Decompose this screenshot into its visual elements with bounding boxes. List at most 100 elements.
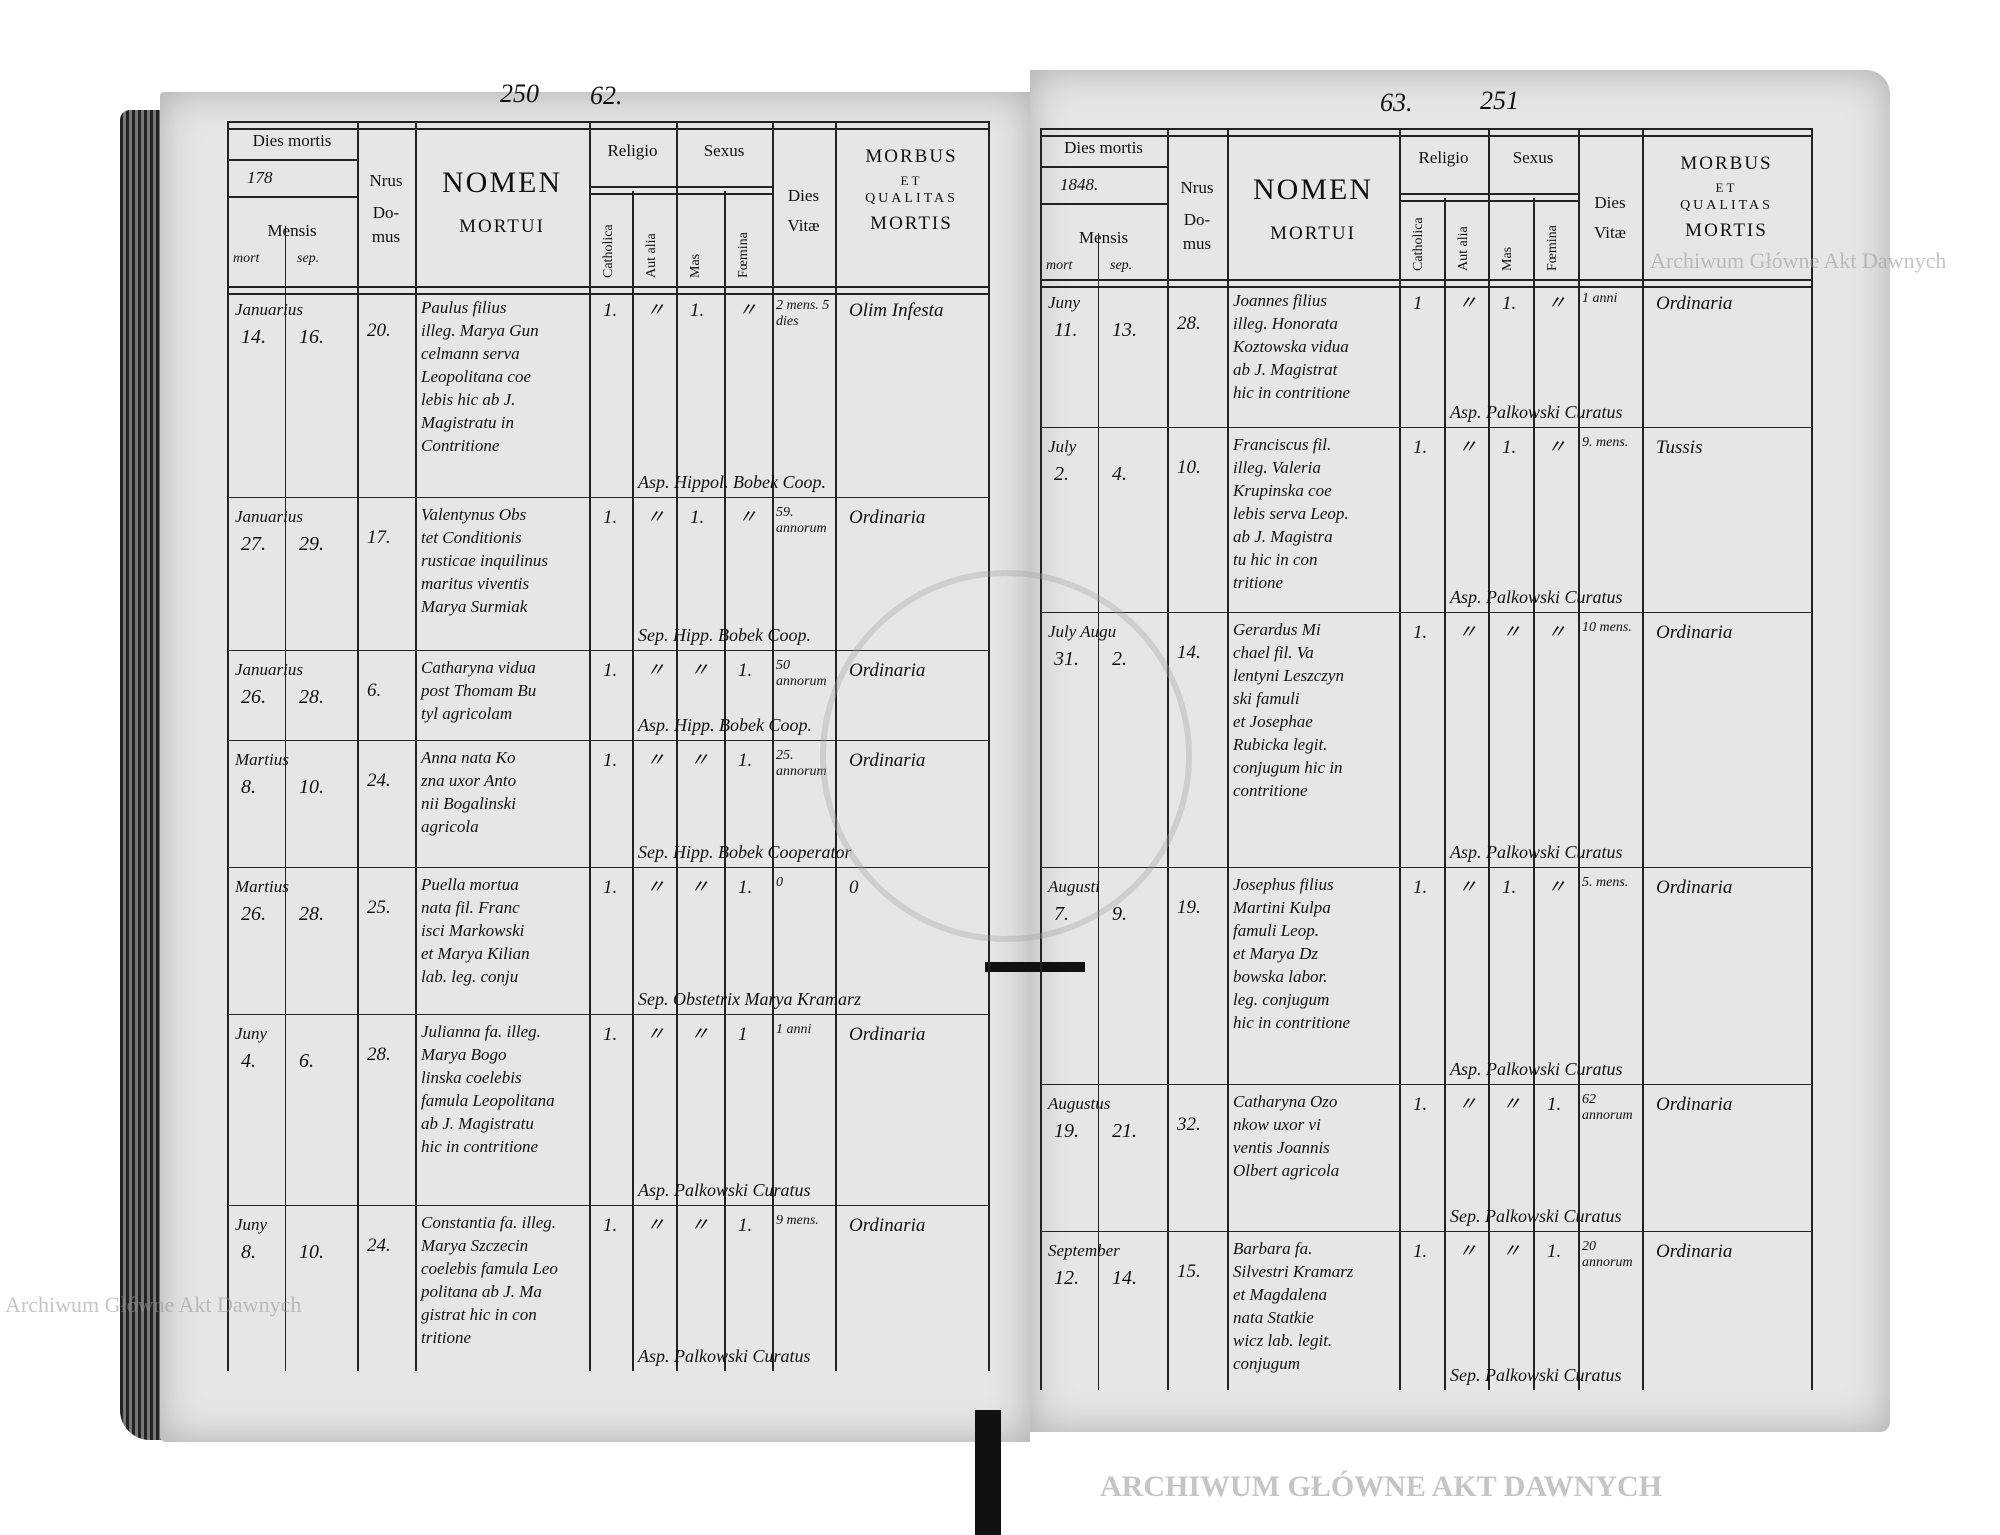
entry-name-line: rusticae inquilinus — [421, 551, 549, 570]
entry-age: 25. annorum — [776, 748, 827, 779]
entry-cause-of-death: Ordinaria — [849, 1024, 926, 1045]
entry-name-line: Krupinska coe — [1233, 481, 1332, 500]
entry-foemina: 〃 — [1547, 622, 1567, 643]
header-religio: Religio — [607, 141, 658, 160]
entry-month: July — [1048, 437, 1077, 456]
header-morbus: MORBUS — [865, 146, 958, 167]
entry-signature: Sep. Hipp. Bobek Cooperator — [638, 842, 852, 862]
entry-month: Juny — [1048, 293, 1081, 312]
entry-age: 9 mens. — [776, 1213, 819, 1228]
entry-name-line: nata fil. Franc — [421, 898, 520, 917]
entry-mas: 〃 — [1502, 622, 1522, 643]
entry-name-line: leg. conjugum — [1233, 990, 1330, 1009]
entry-name-line: Marya Szczecin — [421, 1236, 529, 1255]
entry-mas: 〃 — [690, 660, 710, 681]
entry-foemina: 1. — [1547, 1094, 1562, 1115]
entry-name-line: contritione — [1233, 781, 1308, 800]
entry-day-of-death: 27. — [241, 533, 266, 555]
entry-age: 0 — [776, 875, 783, 890]
folio-number: 63. — [1380, 88, 1413, 117]
book-spine — [975, 1410, 1001, 1535]
row-divider — [227, 497, 988, 498]
entry-name-line: zna uxor Anto — [421, 771, 517, 790]
entry-name-line: Julianna fa. illeg. — [421, 1022, 541, 1041]
entry-day-of-death: 12. — [1054, 1267, 1079, 1289]
entry-day-of-burial: 21. — [1112, 1120, 1137, 1142]
header-sexus: Sexus — [703, 141, 745, 160]
entry-aut-alia: 〃 — [646, 1024, 666, 1045]
entry-day-of-burial: 10. — [299, 1241, 324, 1263]
entry-name-line: isci Markowski — [421, 921, 525, 940]
entry-mas: 1. — [1502, 437, 1517, 458]
column-divider — [415, 121, 417, 1371]
entry-name-line: illeg. Honorata — [1233, 314, 1338, 333]
header-religio: Religio — [1418, 148, 1469, 167]
entry-aut-alia: 〃 — [646, 660, 666, 681]
column-divider — [724, 191, 726, 1371]
entry-day-of-death: 26. — [241, 686, 266, 708]
entry-signature: Asp. Palkowski Curatus — [1450, 402, 1623, 422]
header-rule — [589, 186, 772, 195]
entry-age: 20 annorum — [1582, 1239, 1633, 1270]
entry-aut-alia: 〃 — [646, 750, 666, 771]
header-dies-mortis: Dies mortis — [1064, 138, 1143, 157]
column-divider — [227, 121, 229, 1371]
entry-signature: Asp. Hippol. Bobek Coop. — [638, 472, 826, 492]
entry-day-of-burial: 6. — [299, 1050, 314, 1072]
entry-aut-alia: 〃 — [646, 507, 666, 528]
entry-mas: 〃 — [690, 1215, 710, 1236]
entry-house-number: 10. — [1177, 457, 1201, 478]
row-divider — [1040, 1084, 1811, 1085]
column-divider — [589, 121, 591, 1371]
entry-mas: 〃 — [690, 1024, 710, 1045]
archive-stamp — [820, 570, 1192, 942]
entry-signature: Sep. Obstetrix Marya Kramarz — [638, 989, 861, 1009]
entry-name-line: et Josephae — [1233, 712, 1313, 731]
entry-day-of-death: 4. — [241, 1050, 256, 1072]
row-divider — [1040, 612, 1811, 613]
header-aut-alia: Aut alia — [644, 233, 659, 278]
column-divider — [1642, 128, 1644, 1390]
header-nrus: Nrus — [1180, 178, 1214, 197]
entry-mas: 1. — [690, 507, 705, 528]
header-rule — [1040, 203, 1167, 205]
entry-foemina: 1. — [1547, 1241, 1562, 1262]
entry-aut-alia: 〃 — [1458, 622, 1478, 643]
watermark-top-right: Archiwum Główne Akt Dawnych — [1650, 248, 1947, 273]
entry-day-of-death: 19. — [1054, 1120, 1079, 1142]
header-mortui: MORTUI — [459, 216, 545, 237]
entry-aut-alia: 〃 — [1458, 1241, 1478, 1262]
entry-name-line: famula Leopolitana — [421, 1091, 555, 1110]
entry-signature: Asp. Palkowski Curatus — [1450, 1059, 1623, 1079]
watermark-bottom-left: Archiwum Główne Akt Dawnych — [5, 1292, 302, 1317]
row-divider — [1040, 867, 1811, 868]
entry-day-of-burial: 16. — [299, 326, 324, 348]
header-mas: Mas — [1500, 246, 1515, 271]
entry-day-of-death: 14. — [241, 326, 266, 348]
entry-age: 5. mens. — [1582, 875, 1629, 890]
header-foemina: Fœmina — [736, 232, 751, 278]
header-rule — [1399, 193, 1578, 202]
entry-name-line: post Thomam Bu — [421, 681, 537, 700]
entry-name-line: Leopolitana coe — [421, 367, 532, 386]
header-bottom-border — [1040, 279, 1811, 288]
header-aut-alia: Aut alia — [1456, 226, 1471, 271]
header-et: ET — [900, 173, 923, 188]
entry-day-of-death: 8. — [241, 776, 256, 798]
row-divider — [227, 650, 988, 651]
entry-day-of-burial: 9. — [1112, 903, 1127, 925]
column-divider — [1444, 198, 1446, 1390]
header-rule — [227, 159, 357, 161]
stamp-text: ARCHIWUM GŁÓWNE AKT DAWNYCH — [1100, 1470, 1662, 1503]
header-domus: Do- mus — [1182, 210, 1212, 253]
header-mas: Mas — [688, 253, 703, 278]
entry-age: 1 anni — [776, 1022, 812, 1037]
entry-name-line: Josephus filius — [1233, 875, 1334, 894]
entry-name-line: et Magdalena — [1233, 1285, 1327, 1304]
entry-name-line: tritione — [421, 1328, 472, 1347]
entry-name-line: Valentynus Obs — [421, 505, 527, 524]
entry-name-line: Silvestri Kramarz — [1233, 1262, 1354, 1281]
column-divider — [772, 121, 774, 1371]
entry-cause-of-death: Ordinaria — [1656, 1094, 1733, 1115]
entry-aut-alia: 〃 — [1458, 877, 1478, 898]
